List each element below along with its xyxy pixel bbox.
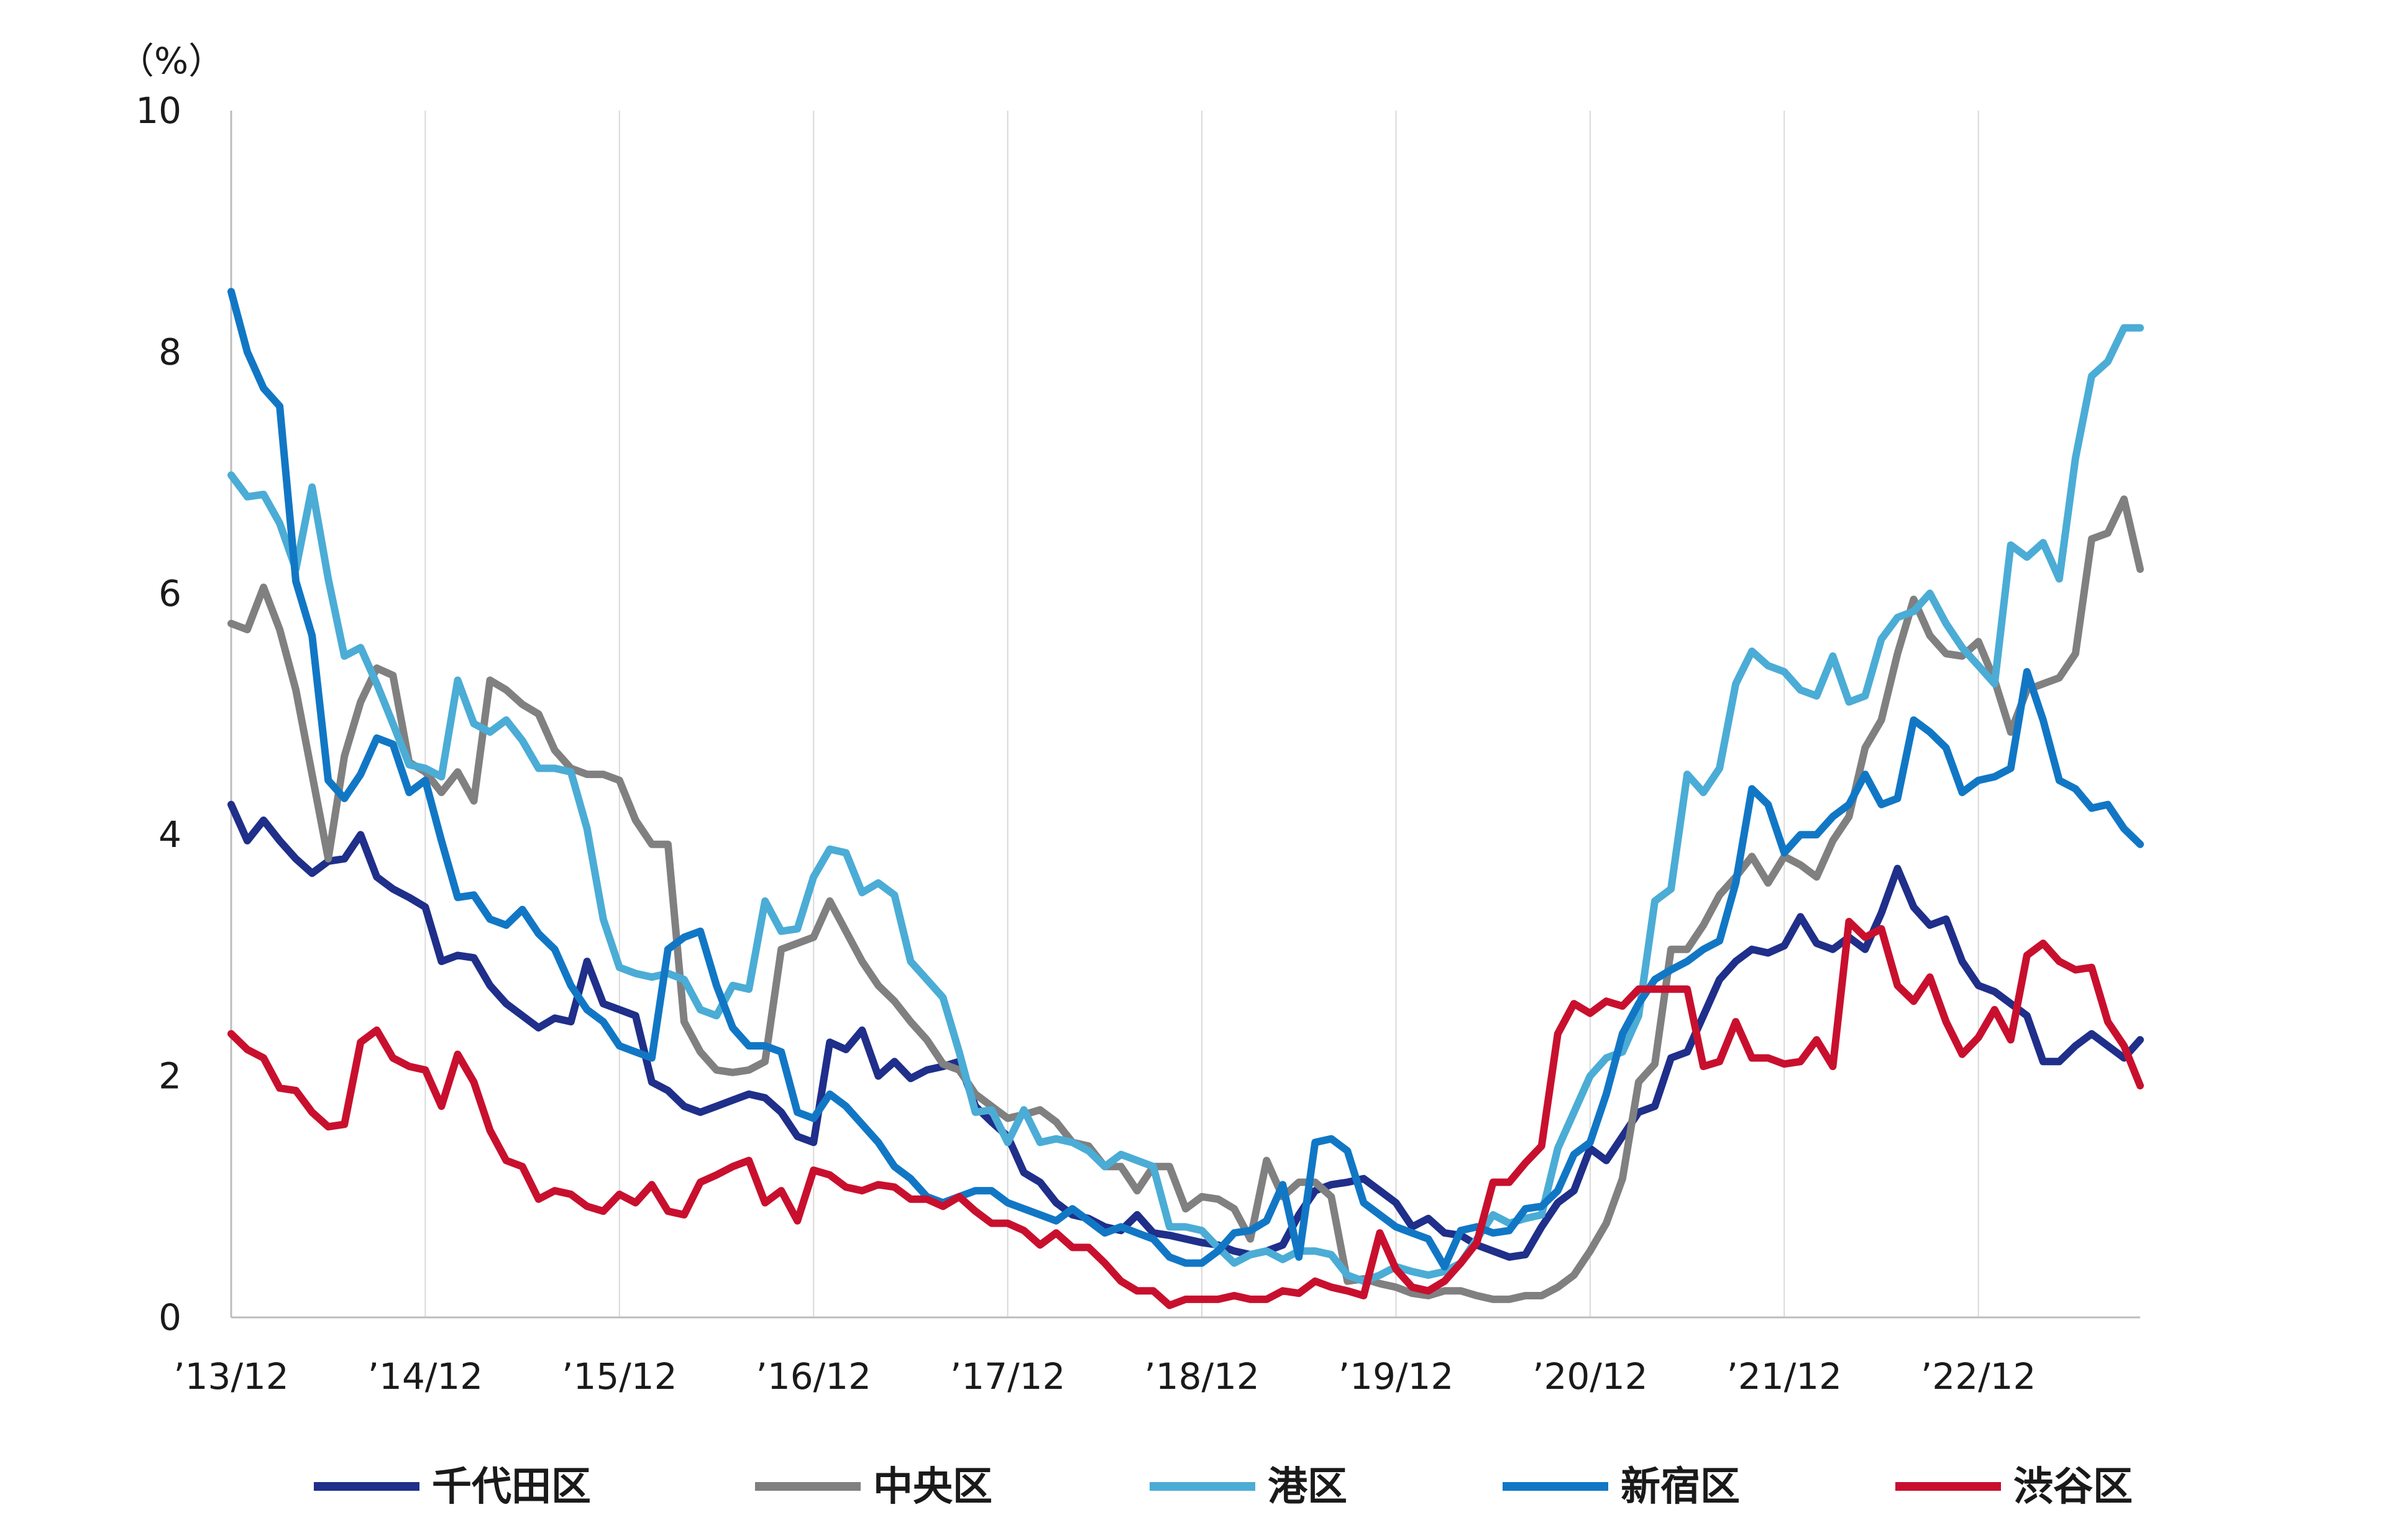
series-line-3 [227,324,2144,1285]
legend-item: 中央区 [755,1464,992,1510]
x-tick-labels: ’13/12 ’14/12 ’15/12 ’16/12 ’17/12 ’18/12 ’19/… [173,1355,2036,1398]
x-tick-label: ’20/12 [1532,1355,1648,1398]
x-tick-label: ’19/12 [1339,1355,1454,1398]
x-tick-label: ’22/12 [1921,1355,2036,1398]
y-tick-label: 4 [158,813,181,856]
axes [230,111,2140,1319]
y-tick-label: 8 [158,331,181,373]
x-tick-label: ’13/12 [173,1355,289,1398]
gridlines [424,111,1979,1317]
x-tick-label: ’18/12 [1144,1355,1260,1398]
x-tick-label: ’17/12 [950,1355,1066,1398]
legend-label: 渋谷区 [2013,1464,2133,1510]
legend: 千代田区 中央区 港区 新宿区 渋谷区 [314,1464,2133,1510]
legend-label: 中央区 [873,1464,992,1510]
series-lines [227,288,2144,1309]
series-line-4 [227,288,2144,1271]
y-tick-label: 6 [158,572,181,615]
y-tick-label: 2 [158,1055,181,1097]
legend-item: 新宿区 [1503,1464,1740,1510]
legend-label: 新宿区 [1621,1464,1740,1510]
y-axis-unit-label: （%） [118,40,224,82]
series-line-5 [227,918,2144,1309]
series-line-2 [227,495,2144,1303]
y-tick-label: 0 [158,1296,181,1339]
legend-label: 港区 [1268,1464,1347,1510]
legend-item: 港区 [1150,1464,1347,1510]
y-tick-labels: 0 2 4 6 8 10 [135,89,181,1339]
x-tick-label: ’16/12 [756,1355,871,1398]
legend-label: 千代田区 [432,1464,591,1510]
legend-item: 千代田区 [314,1464,591,1510]
x-tick-label: ’14/12 [368,1355,483,1398]
x-tick-label: ’15/12 [562,1355,677,1398]
y-tick-label: 10 [135,89,181,132]
x-tick-label: ’21/12 [1726,1355,1842,1398]
legend-item: 渋谷区 [1895,1464,2133,1510]
series-line-1 [227,800,2144,1261]
